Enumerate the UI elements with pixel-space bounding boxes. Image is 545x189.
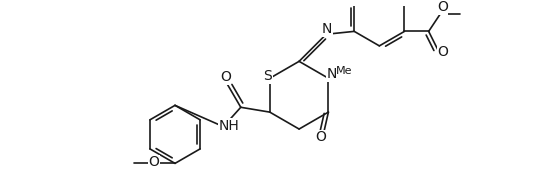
Text: S: S: [263, 69, 272, 83]
Text: O: O: [148, 155, 159, 169]
Text: O: O: [438, 45, 449, 59]
Text: N: N: [322, 22, 332, 36]
Text: O: O: [315, 130, 326, 144]
Text: N: N: [327, 67, 337, 81]
Text: NH: NH: [219, 119, 240, 133]
Text: O: O: [220, 70, 231, 84]
Text: O: O: [437, 0, 447, 14]
Text: Me: Me: [336, 66, 352, 76]
